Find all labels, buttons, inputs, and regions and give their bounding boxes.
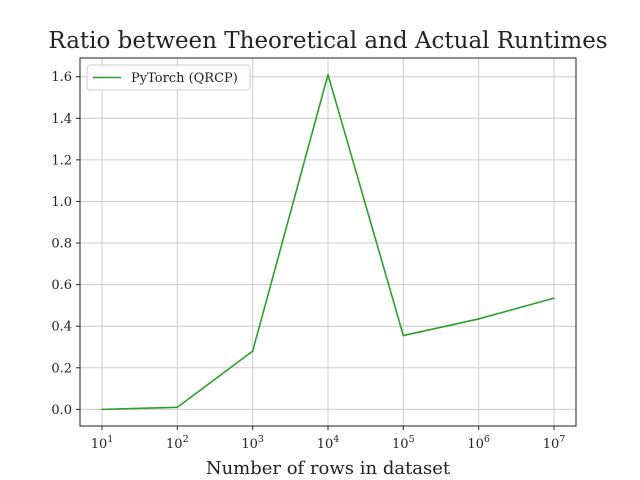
y-tick-label: 1.0 <box>51 195 72 210</box>
y-tick-label: 0.6 <box>51 278 72 293</box>
y-tick-label: 0.2 <box>51 361 72 376</box>
data-point <box>402 334 405 337</box>
y-tick-label: 0.4 <box>51 320 72 335</box>
data-point <box>553 297 555 299</box>
x-tick-label: 103 <box>241 434 264 452</box>
y-tick-label: 1.6 <box>51 70 72 85</box>
y-tick-label: 1.2 <box>51 153 72 168</box>
x-axis-label: Number of rows in dataset <box>206 458 451 479</box>
chart-title: Ratio between Theoretical and Actual Run… <box>48 28 607 54</box>
data-point <box>101 408 103 411</box>
y-tick-label: 0.8 <box>51 237 72 252</box>
data-point <box>176 406 179 409</box>
x-tick-label: 104 <box>317 434 340 452</box>
x-axis: 101 102 103 104 105 106 107 <box>91 426 566 452</box>
y-tick-label: 0.0 <box>51 403 72 418</box>
data-point <box>477 318 480 320</box>
y-axis: 0.0 0.2 0.4 0.6 0.8 1.0 1.2 1.4 1.6 <box>51 70 80 418</box>
legend-label: PyTorch (QRCP) <box>131 71 238 86</box>
x-tick-label: 105 <box>392 434 415 452</box>
x-tick-label: 101 <box>91 434 114 452</box>
legend: PyTorch (QRCP) <box>86 64 251 91</box>
x-tick-label: 106 <box>467 434 490 452</box>
legend-box <box>86 64 251 91</box>
series-layer <box>101 73 555 411</box>
grid <box>80 58 576 426</box>
x-tick-label: 102 <box>166 434 189 452</box>
y-tick-label: 1.4 <box>51 112 72 127</box>
data-point <box>327 73 329 76</box>
x-tick-label: 107 <box>543 434 566 452</box>
data-point <box>251 350 254 352</box>
